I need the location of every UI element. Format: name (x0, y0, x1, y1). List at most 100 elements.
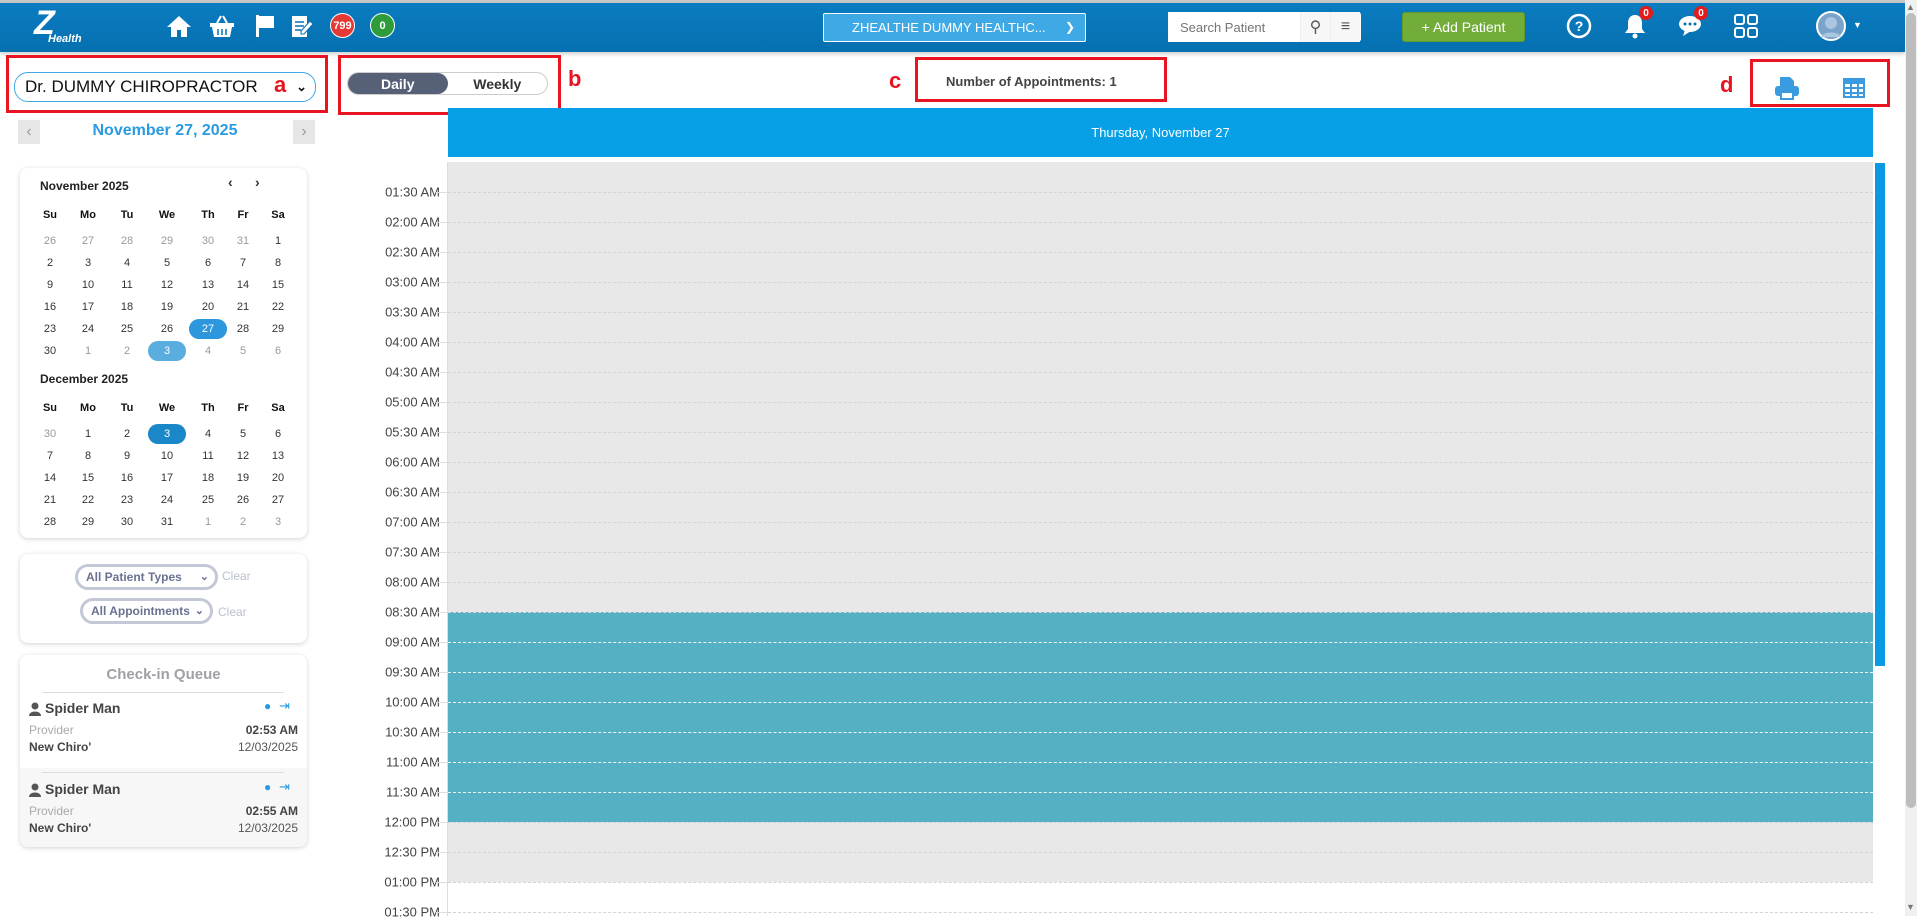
print-icon[interactable] (1774, 76, 1800, 105)
filter-sliders-icon[interactable]: ≡ (1330, 12, 1360, 42)
checkout-icon[interactable]: ⇥ (279, 779, 290, 794)
calendar-day[interactable]: 11 (202, 450, 214, 462)
calendar-day[interactable]: 29 (271, 323, 285, 335)
calendar-day[interactable]: 8 (274, 257, 282, 269)
search-icon[interactable]: ⚲ (1300, 12, 1330, 42)
calendar-day[interactable]: 21 (236, 301, 250, 313)
calendar-day[interactable]: 2 (123, 428, 131, 440)
patient-name[interactable]: Spider Man (45, 700, 121, 716)
slot-line[interactable] (448, 792, 1873, 793)
calendar-day[interactable]: 28 (120, 235, 134, 247)
calendar-day[interactable]: 1 (204, 516, 212, 528)
calendar-day[interactable]: 23 (120, 494, 134, 506)
calendar-day[interactable]: 1 (84, 428, 92, 440)
basket-icon[interactable] (208, 12, 236, 40)
alerts-badge[interactable]: 799 (330, 13, 355, 38)
calendar-day[interactable]: 26 (43, 235, 57, 247)
calendar-day[interactable]: 15 (271, 279, 285, 291)
calendar-day[interactable]: 7 (239, 257, 247, 269)
calendar-day[interactable]: 27 (81, 235, 95, 247)
calendar-day[interactable]: 19 (160, 301, 174, 313)
next-day-button[interactable]: › (293, 120, 315, 144)
slot-line[interactable] (448, 672, 1873, 673)
flag-icon[interactable] (251, 12, 279, 40)
calendar-day[interactable]: 20 (271, 472, 285, 484)
scrollbar-thumb[interactable] (1906, 13, 1916, 808)
calendar-day[interactable]: 26 (160, 323, 174, 335)
calendar-day[interactable]: 12 (236, 450, 250, 462)
calendar-day[interactable]: 6 (204, 257, 212, 269)
calendar-day[interactable]: 30 (201, 235, 215, 247)
calendar-day[interactable]: 6 (274, 345, 282, 357)
calendar-next-month[interactable]: › (255, 174, 260, 190)
calendar-day[interactable]: 15 (81, 472, 95, 484)
slot-line[interactable] (448, 462, 1873, 463)
calendar-day[interactable]: 4 (204, 428, 212, 440)
prev-day-button[interactable]: ‹ (18, 120, 40, 144)
calendar-day[interactable]: 2 (239, 516, 247, 528)
calendar-day[interactable]: 13 (201, 279, 215, 291)
calendar-day[interactable]: 24 (160, 494, 174, 506)
apps-grid-icon[interactable] (1732, 12, 1760, 40)
calendar-day[interactable]: 4 (123, 257, 131, 269)
weekly-tab[interactable]: Weekly (473, 75, 522, 92)
calendar-day[interactable]: 12 (160, 279, 174, 291)
slot-line[interactable] (448, 882, 1873, 883)
calendar-day[interactable]: 1 (84, 345, 92, 357)
chat-icon[interactable]: 0 (1676, 6, 1708, 40)
calendar-day[interactable]: 21 (43, 494, 57, 506)
clear-patient-types[interactable]: Clear (222, 569, 251, 583)
patient-types-select[interactable]: All Patient Types ⌄ (75, 564, 218, 590)
calendar-day[interactable]: 3 (274, 516, 282, 528)
slot-line[interactable] (448, 732, 1873, 733)
slot-line[interactable] (448, 432, 1873, 433)
calendar-day[interactable]: 24 (81, 323, 95, 335)
calendar-day[interactable]: 7 (46, 450, 54, 462)
slot-line[interactable] (448, 192, 1873, 193)
calendar-day[interactable]: 14 (43, 472, 57, 484)
add-patient-button[interactable]: + Add Patient (1402, 12, 1525, 42)
clear-appointments[interactable]: Clear (218, 605, 247, 619)
calendar-day[interactable]: 25 (201, 494, 215, 506)
calendar-day[interactable]: 3 (148, 424, 186, 444)
calendar-day[interactable]: 6 (274, 428, 282, 440)
message-icon[interactable]: ● (264, 699, 272, 713)
blocked-time-slot[interactable] (448, 612, 1873, 822)
slot-line[interactable] (448, 912, 1873, 913)
tasks-badge[interactable]: 0 (370, 13, 395, 38)
appointments-select[interactable]: All Appointments ⌄ (80, 598, 213, 624)
caret-down-icon[interactable]: ▼ (1853, 20, 1862, 30)
calendar-day[interactable]: 9 (123, 450, 131, 462)
calendar-day[interactable]: 19 (236, 472, 250, 484)
calendar-day[interactable]: 3 (84, 257, 92, 269)
patient-name[interactable]: Spider Man (45, 781, 121, 797)
calendar-day[interactable]: 16 (43, 301, 57, 313)
calendar-day[interactable]: 5 (163, 257, 171, 269)
calendar-day[interactable]: 26 (236, 494, 250, 506)
slot-line[interactable] (448, 822, 1873, 823)
message-icon[interactable]: ● (264, 780, 272, 794)
calendar-day[interactable]: 30 (43, 428, 57, 440)
calendar-day[interactable]: 29 (81, 516, 95, 528)
calendar-day[interactable]: 3 (148, 341, 186, 361)
calendar-day[interactable]: 10 (160, 450, 174, 462)
help-icon[interactable]: ? (1565, 12, 1593, 40)
calendar-day[interactable]: 22 (271, 301, 285, 313)
slot-line[interactable] (448, 762, 1873, 763)
slot-line[interactable] (448, 372, 1873, 373)
calendar-day[interactable]: 20 (201, 301, 215, 313)
slot-line[interactable] (448, 852, 1873, 853)
bell-icon[interactable]: 0 (1621, 6, 1653, 40)
slot-line[interactable] (448, 282, 1873, 283)
calendar-day[interactable]: 29 (160, 235, 174, 247)
calendar-day[interactable]: 31 (160, 516, 174, 528)
slot-line[interactable] (448, 642, 1873, 643)
slot-line[interactable] (448, 522, 1873, 523)
checkout-icon[interactable]: ⇥ (279, 698, 290, 713)
calendar-day[interactable]: 14 (236, 279, 250, 291)
organization-select[interactable]: ZHEALTHE DUMMY HEALTHC... ❯ (823, 13, 1086, 42)
calendar-day[interactable]: 25 (120, 323, 134, 335)
calendar-day[interactable]: 27 (189, 319, 227, 339)
calendar-day[interactable]: 13 (271, 450, 285, 462)
slot-line[interactable] (448, 312, 1873, 313)
